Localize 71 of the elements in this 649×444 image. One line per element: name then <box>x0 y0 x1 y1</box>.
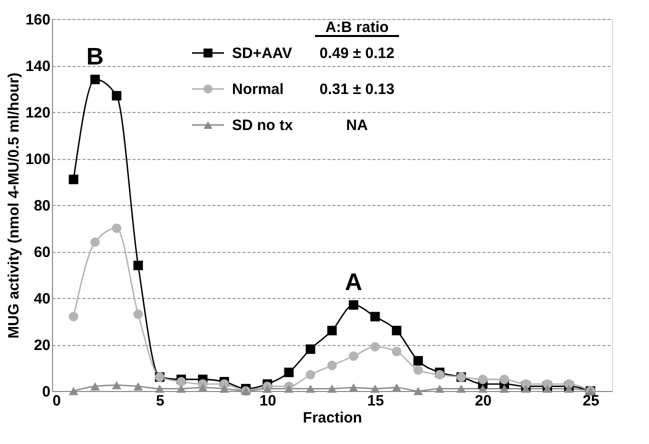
y-tick-label: 160 <box>25 12 50 28</box>
legend-label: Normal <box>232 81 284 98</box>
y-tick-label: 100 <box>25 151 50 168</box>
point <box>284 384 294 393</box>
point <box>500 384 510 393</box>
point <box>306 344 316 354</box>
point <box>348 383 358 392</box>
legend-label: SD no tx <box>232 117 294 134</box>
point <box>370 342 380 352</box>
point <box>392 326 402 336</box>
point <box>327 326 337 336</box>
point <box>262 384 272 393</box>
point <box>133 260 143 270</box>
point <box>542 384 552 393</box>
point <box>90 382 100 390</box>
point <box>284 368 294 378</box>
y-tick-label: 60 <box>34 244 50 261</box>
x-axis-title: Fraction <box>302 410 362 426</box>
y-axis-title: MUG activity (nmol 4-MU/0.5 ml/hour) <box>5 72 22 338</box>
annotation: A <box>344 268 362 296</box>
annotation: 0.49 ± 0.12 <box>320 45 394 62</box>
annotation: B <box>86 43 104 70</box>
annotation: 0.31 ± 0.13 <box>320 81 394 98</box>
x-tick-label: 20 <box>474 392 492 410</box>
x-tick-label: 10 <box>260 392 276 410</box>
point <box>327 360 337 370</box>
x-tick-label: 15 <box>367 392 384 410</box>
point <box>154 384 164 393</box>
point <box>413 365 423 375</box>
point <box>434 384 444 393</box>
point <box>500 374 510 384</box>
y-tick-label: 120 <box>25 104 50 122</box>
point <box>112 90 122 100</box>
point <box>306 370 316 380</box>
point <box>456 384 466 393</box>
point <box>413 386 423 396</box>
y-tick-label: 20 <box>34 337 50 354</box>
point <box>413 356 423 366</box>
x-tick-label: 25 <box>582 392 600 410</box>
point <box>392 383 402 392</box>
point <box>392 346 402 356</box>
annotation: NA <box>346 117 368 134</box>
point <box>327 384 337 393</box>
point <box>133 382 143 390</box>
point <box>90 237 100 247</box>
point <box>478 374 488 384</box>
point <box>198 383 208 392</box>
y-tick-label: 80 <box>34 198 50 214</box>
point <box>564 384 574 393</box>
point <box>521 384 531 393</box>
point <box>348 351 358 361</box>
annotation: A:B ratio <box>325 19 389 36</box>
y-tick-label: 140 <box>25 58 50 75</box>
point <box>306 384 316 393</box>
point <box>112 381 122 390</box>
point <box>112 224 122 233</box>
x-tick-label: 5 <box>156 392 164 410</box>
y-tick-label: 40 <box>34 290 50 308</box>
point <box>370 312 380 322</box>
point <box>176 384 186 393</box>
point <box>370 384 380 393</box>
point <box>220 384 230 393</box>
x-tick-label: 0 <box>52 392 61 410</box>
point <box>348 300 358 310</box>
point <box>68 386 78 396</box>
point <box>133 310 143 320</box>
point <box>90 74 100 84</box>
point <box>68 174 78 184</box>
point <box>478 384 488 393</box>
legend-label: SD+AAV <box>232 45 292 62</box>
point <box>68 312 78 322</box>
